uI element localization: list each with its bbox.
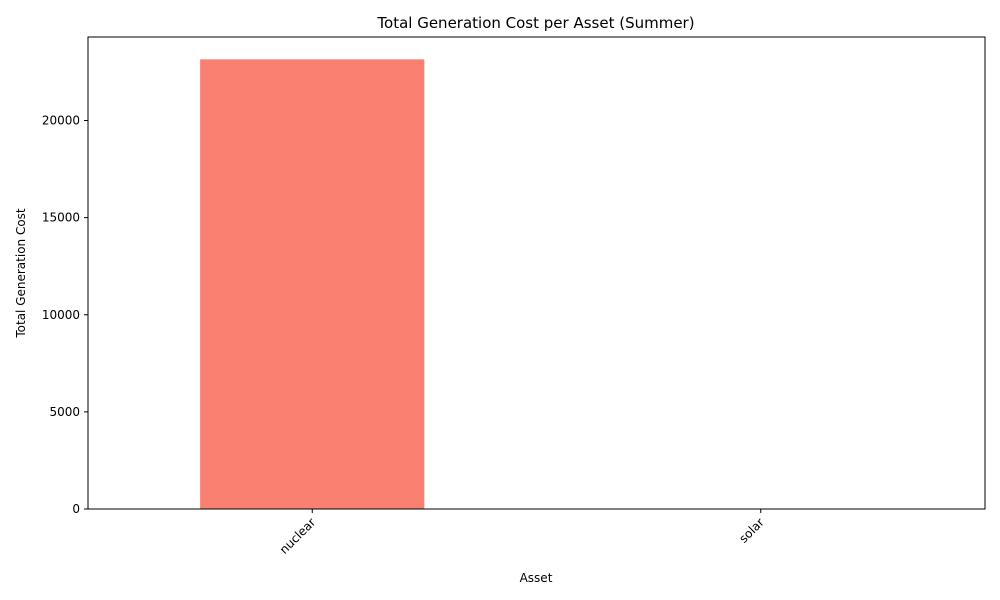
y-axis-label: Total Generation Cost <box>14 208 28 339</box>
y-tick-label: 10000 <box>42 308 80 322</box>
x-axis-label: Asset <box>520 571 553 585</box>
y-tick-label: 0 <box>72 502 80 516</box>
x-tick-label: nuclear <box>277 515 319 557</box>
y-tick-label: 20000 <box>42 114 80 128</box>
plot-frame <box>87 36 986 510</box>
bar-nuclear <box>200 59 425 509</box>
plot-area: 0 5000 10000 15000 20000 nuclear solar <box>42 36 986 557</box>
x-tick-label: solar <box>736 515 767 546</box>
chart-title: Total Generation Cost per Asset (Summer) <box>376 14 694 32</box>
y-tick-label: 15000 <box>42 211 80 225</box>
y-tick-label: 5000 <box>49 405 80 419</box>
